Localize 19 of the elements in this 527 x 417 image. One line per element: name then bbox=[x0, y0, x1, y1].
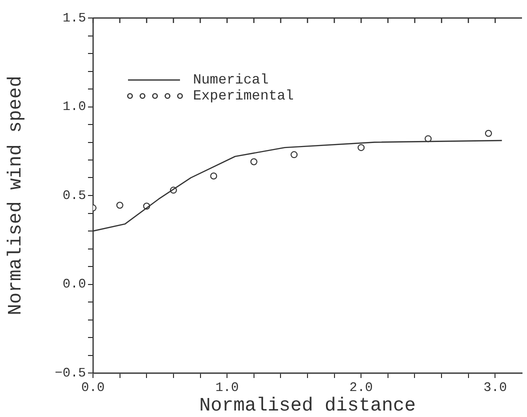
x-tick-label: 2.0 bbox=[349, 380, 373, 396]
point bbox=[484, 130, 492, 137]
y-tick-label: 0.0 bbox=[62, 276, 86, 292]
legend-label: Experimental bbox=[193, 88, 294, 105]
y-axis-title: Normalised wind speed bbox=[4, 76, 26, 316]
x-tick-label: 1.0 bbox=[215, 380, 239, 396]
point bbox=[290, 151, 298, 158]
legend-label: Numerical bbox=[193, 72, 269, 89]
point bbox=[116, 202, 124, 209]
x-tick-label: 0.0 bbox=[81, 380, 105, 396]
x-axis-title: Normalised distance bbox=[199, 394, 416, 417]
point bbox=[358, 144, 365, 152]
y-tick-label: 1.0 bbox=[62, 99, 86, 114]
y-tick-label: 0.5 bbox=[62, 188, 86, 203]
point bbox=[210, 172, 218, 180]
y-tick-label: 1.5 bbox=[62, 10, 86, 26]
y-tick-label: −0.5 bbox=[54, 365, 86, 380]
x-tick-label: 3.0 bbox=[483, 380, 507, 396]
point bbox=[250, 158, 258, 166]
